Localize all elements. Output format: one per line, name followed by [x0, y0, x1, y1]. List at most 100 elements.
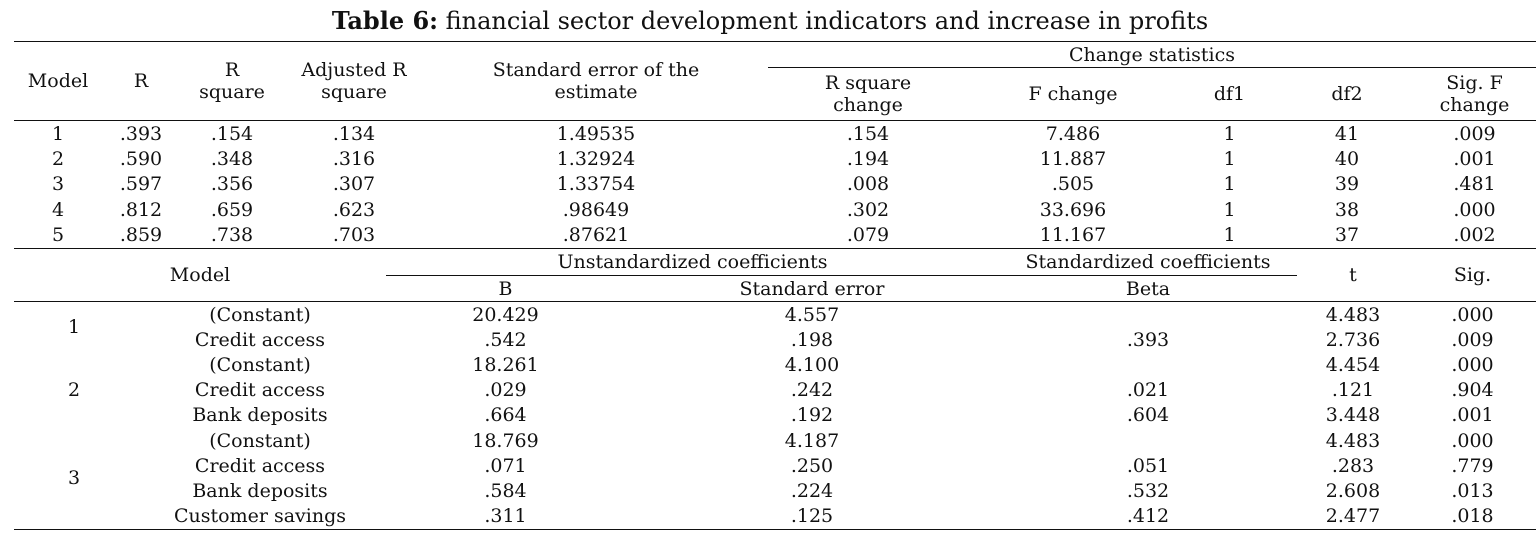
table-row: Customer savings .311.125.412 2.477.018: [14, 503, 1536, 530]
cell-t: .283: [1331, 454, 1375, 477]
header-r-square-change: R square change: [768, 67, 968, 121]
cell-t: 4.454: [1325, 353, 1381, 376]
coefficients-table: Model Unstandardized coefficients Standa…: [14, 248, 1536, 530]
cell-sig: .000: [1451, 429, 1494, 452]
cell-t: .121: [1331, 379, 1375, 402]
cell-b: .071: [484, 454, 527, 477]
table-row: 1 (Constant) 20.429 4.557 4.483 .000: [14, 302, 1536, 338]
cell-sig: .779: [1451, 454, 1494, 477]
table-row: 1 .393 .154 .134 1.49535 .154 7.486 1 41 .009: [14, 121, 1536, 147]
coef-header-beta: Beta: [999, 275, 1297, 302]
cell-r-square: .356: [210, 173, 254, 196]
cell-standard-error: .192: [790, 404, 834, 427]
cell-beta: .021: [1126, 379, 1170, 402]
cell-t: 4.483: [1325, 429, 1381, 452]
cell-sig-f-change: .000: [1453, 198, 1496, 221]
table-row: 5.859.738.703.87621.079 11.167 1 37.002: [14, 222, 1536, 249]
cell-standard-error: 1.32924: [556, 148, 636, 171]
cell-predictor: Customer savings: [134, 503, 386, 530]
cell-model: 3: [51, 173, 65, 196]
table-row: Bank deposits .584 .224 .532 2.608 .013: [14, 478, 1536, 503]
cell-df2: 38: [1334, 198, 1360, 221]
cell-adjusted-r-square: .623: [332, 198, 376, 221]
cell-sig: .000: [1451, 353, 1494, 376]
cell-sig: .904: [1451, 379, 1494, 402]
cell-r-square-change: .302: [846, 198, 890, 221]
cell-t: 2.736: [1325, 328, 1381, 351]
cell-f-change: 11.887: [1039, 148, 1107, 171]
table-caption: Table 6: financial sector development in…: [0, 6, 1540, 36]
cell-r-square-change: .194: [846, 148, 890, 171]
header-f-change: F change: [968, 67, 1178, 121]
coef-header-model: Model: [14, 248, 386, 302]
header-change-statistics: Change statistics: [768, 41, 1536, 68]
header-model: Model: [14, 41, 102, 121]
cell-r: .597: [119, 173, 163, 196]
cell-b: .584: [484, 479, 527, 502]
cell-r-square-change: .154: [846, 122, 890, 145]
cell-beta: [999, 352, 1297, 377]
cell-sig: .000: [1451, 303, 1494, 326]
cell-sig-f-change: .009: [1453, 122, 1496, 145]
cell-df1: 1: [1178, 222, 1281, 249]
cell-predictor: Credit access: [194, 454, 326, 477]
caption-label: Table 6:: [331, 6, 439, 35]
cell-f-change: 33.696: [1039, 198, 1107, 221]
header-df2: df2: [1281, 67, 1413, 121]
cell-r-square: .348: [210, 148, 254, 171]
table-row: Credit access .071 .250 .051 .283 .779: [14, 453, 1536, 478]
cell-df2: 39: [1334, 173, 1360, 196]
cell-r: .590: [119, 148, 163, 171]
cell-r-square: .738: [180, 222, 284, 249]
cell-b: 20.429: [472, 303, 539, 326]
cell-t: 2.477: [1297, 503, 1409, 530]
cell-standard-error: 4.557: [784, 303, 840, 326]
cell-sig-f-change: .001: [1453, 148, 1496, 171]
cell-b: .542: [484, 328, 527, 351]
cell-adjusted-r-square: .134: [332, 122, 376, 145]
cell-r: .393: [119, 122, 163, 145]
table-row: Bank deposits .664 .192 .604 3.448 .001: [14, 403, 1536, 428]
cell-sig-f-change: .002: [1413, 222, 1536, 249]
cell-model: 4: [51, 198, 65, 221]
cell-beta: .393: [1126, 328, 1170, 351]
cell-predictor: (Constant): [209, 429, 311, 452]
cell-standard-error: .242: [790, 379, 834, 402]
coef-header-standardized: Standardized coefficients: [999, 248, 1297, 276]
cell-adjusted-r-square: .307: [332, 173, 376, 196]
cell-r: .859: [102, 222, 180, 249]
cell-df1: 1: [1223, 173, 1236, 196]
cell-sig: .001: [1451, 404, 1494, 427]
cell-standard-error: .250: [790, 454, 834, 477]
cell-model: 2: [67, 379, 81, 402]
table-row: 3 (Constant) 18.769 4.187 4.483 .000: [14, 427, 1536, 530]
cell-predictor: (Constant): [209, 353, 311, 376]
cell-beta: .412: [999, 503, 1297, 530]
cell-r-square: .659: [210, 198, 254, 221]
cell-b: .664: [484, 404, 527, 427]
cell-r-square: .154: [210, 122, 254, 145]
header-r: R: [102, 41, 180, 121]
cell-standard-error: .198: [790, 328, 834, 351]
cell-standard-error: .98649: [562, 198, 630, 221]
cell-f-change: 11.167: [968, 222, 1178, 249]
cell-beta: [999, 428, 1297, 453]
table-row: 2 .590 .348 .316 1.32924 .194 11.887 1 40 .001: [14, 146, 1536, 171]
cell-standard-error: 4.187: [784, 429, 840, 452]
header-standard-error: Standard error of the estimate: [424, 41, 768, 121]
table-row: 4 .812 .659 .623 .98649 .302 33.696 1 38 .000: [14, 197, 1536, 222]
cell-model: 2: [51, 148, 65, 171]
table-row: 3 .597 .356 .307 1.33754 .008 .505 1 39 .481: [14, 172, 1536, 197]
cell-standard-error: .125: [625, 503, 999, 530]
cell-beta: .532: [1126, 479, 1170, 502]
caption-text: financial sector development indicators …: [438, 7, 1209, 35]
cell-standard-error: 4.100: [784, 353, 840, 376]
cell-standard-error: .87621: [424, 222, 768, 249]
cell-model: 3: [14, 427, 134, 530]
cell-model: 1: [67, 316, 81, 339]
cell-b: .029: [484, 379, 527, 402]
cell-df2: 40: [1334, 148, 1360, 171]
